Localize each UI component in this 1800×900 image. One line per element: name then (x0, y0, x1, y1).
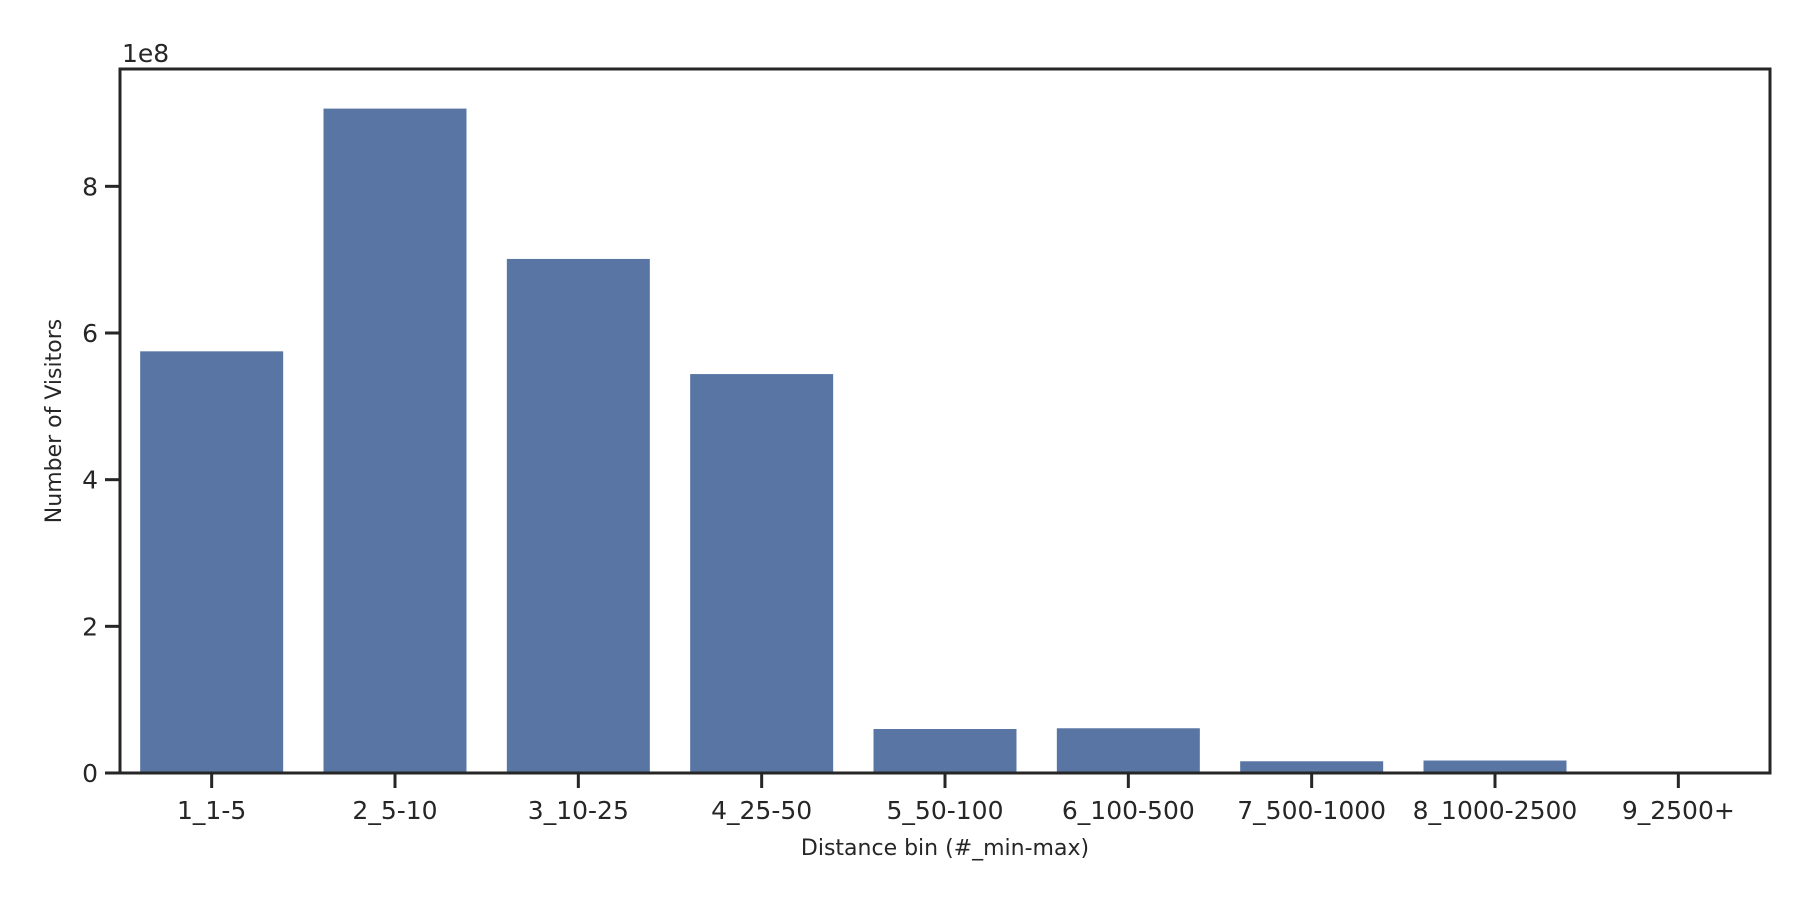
y-tick-label: 2 (82, 612, 98, 641)
x-axis-label: Distance bin (#_min-max) (801, 836, 1089, 861)
y-tick-label: 6 (82, 319, 98, 348)
x-tick-label: 4_25-50 (711, 796, 812, 825)
bar-8_1000-2500 (1423, 760, 1567, 773)
y-offset-label: 1e8 (122, 39, 169, 68)
bar-6_100-500 (1056, 728, 1200, 773)
y-axis-label: Number of Visitors (42, 319, 67, 523)
y-tick-label: 4 (82, 466, 98, 495)
bars-layer (140, 108, 1750, 774)
ticks-layer: 1_1-5 2_5-10 3_10-25 4_25-50 5_50-100 6_100-5… (82, 172, 1735, 825)
bar-2_5-10 (323, 108, 467, 774)
bar-1_1-5 (140, 351, 284, 773)
plot-frame (118, 67, 1772, 775)
bar-3_10-25 (506, 258, 650, 773)
bar-7_500-1000 (1240, 761, 1384, 773)
y-tick-label: 0 (82, 759, 98, 788)
bar-4_25-50 (690, 374, 834, 773)
bar-5_50-100 (873, 729, 1017, 773)
x-tick-label: 1_1-5 (177, 796, 246, 825)
x-tick-label: 3_10-25 (528, 796, 629, 825)
y-tick-label: 8 (82, 172, 98, 201)
x-tick-label: 2_5-10 (352, 796, 437, 825)
x-tick-label: 5_50-100 (887, 796, 1004, 825)
x-tick-label: 9_2500+ (1622, 796, 1735, 825)
x-tick-label: 7_500-1000 (1237, 796, 1386, 825)
x-tick-label: 6_100-500 (1062, 796, 1195, 825)
x-tick-label: 8_1000-2500 (1413, 796, 1578, 825)
